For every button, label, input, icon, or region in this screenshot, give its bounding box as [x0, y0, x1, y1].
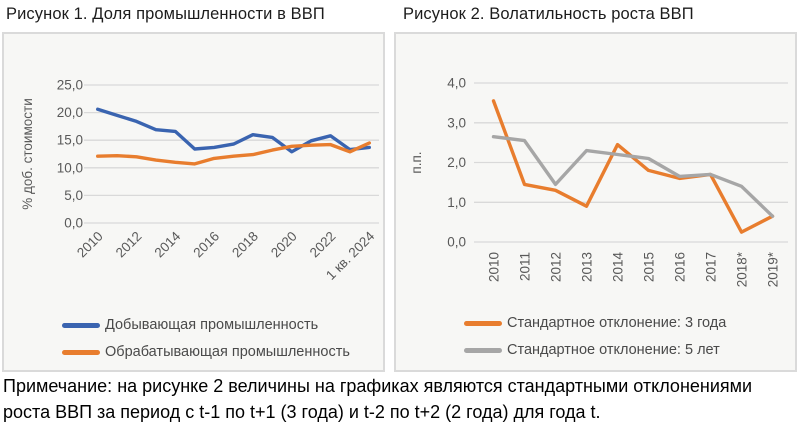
svg-text:3,0: 3,0 — [447, 115, 466, 130]
y-axis-label: % доб. стоимости — [20, 98, 35, 209]
svg-text:2012: 2012 — [549, 252, 564, 282]
figure1-line-chart: 0,0 5,0 10,0 15,0 20,0 25,0 % доб. стоимости 20… — [20, 78, 379, 283]
figure2-line-chart: 0,01,02,03,04,0п.п.2010 2011 2012 2013 2014 2… — [409, 76, 788, 287]
svg-text:2018*: 2018* — [735, 251, 750, 287]
legend-swatch-mining — [62, 322, 100, 328]
svg-text:4,0: 4,0 — [447, 76, 466, 91]
x-axis-tick-labels: 2010 2011 2012 2013 2014 2015 2016 2017 2018* 201… — [487, 251, 781, 287]
svg-text:2014: 2014 — [152, 228, 184, 260]
gridlines — [84, 84, 379, 224]
svg-text:2011: 2011 — [518, 252, 533, 281]
series-line-manufacturing — [95, 141, 371, 166]
svg-text:2010: 2010 — [487, 252, 502, 282]
svg-text:2017: 2017 — [704, 252, 719, 282]
svg-text:2016: 2016 — [673, 252, 688, 282]
svg-text:25,0: 25,0 — [57, 78, 83, 93]
legend-label-manufacturing: Обрабатывающая промышленность — [105, 344, 350, 360]
svg-text:2018: 2018 — [229, 229, 261, 261]
svg-text:2014: 2014 — [611, 252, 626, 283]
svg-text:2,0: 2,0 — [447, 155, 466, 170]
gridlines — [474, 82, 788, 243]
series-line-std3 — [491, 99, 775, 234]
legend-item-std5: Стандартное отклонение: 5 лет — [464, 342, 726, 358]
y-axis-tick-labels: 0,0 1,0 2,0 3,0 4,0 — [447, 76, 466, 250]
svg-text:15,0: 15,0 — [57, 133, 83, 148]
figure1-legend: Добывающая промышленность Обрабатывающая… — [62, 317, 350, 360]
svg-text:2015: 2015 — [642, 252, 657, 282]
legend-item-manufacturing: Обрабатывающая промышленность — [62, 344, 350, 360]
svg-text:2016: 2016 — [190, 229, 222, 261]
figure1-title: Рисунок 1. Доля промышленности в ВВП — [6, 5, 325, 23]
figure2-title: Рисунок 2. Волатильность роста ВВП — [403, 5, 694, 23]
legend-swatch-std5 — [464, 347, 502, 353]
svg-text:2019*: 2019* — [766, 251, 781, 287]
svg-text:2020: 2020 — [268, 229, 300, 261]
svg-text:2022: 2022 — [307, 229, 339, 261]
note-line-2: роста ВВП за период с t-1 по t+1 (3 года… — [3, 402, 601, 422]
svg-text:2010: 2010 — [74, 229, 106, 261]
svg-text:0,0: 0,0 — [64, 216, 83, 231]
svg-text:10,0: 10,0 — [57, 160, 83, 175]
legend-label-std3: Стандартное отклонение: 3 года — [507, 315, 727, 331]
series-line-std5 — [491, 134, 775, 218]
legend-swatch-manufacturing — [62, 349, 100, 355]
note-text: Примечание: на рисунке 2 величины на гра… — [3, 373, 799, 425]
legend-label-std5: Стандартное отклонение: 5 лет — [507, 342, 720, 358]
svg-text:20,0: 20,0 — [57, 105, 83, 120]
legend-item-std3: Стандартное отклонение: 3 года — [464, 315, 726, 331]
y-axis-label: п.п. — [409, 151, 424, 173]
note-line-1: Примечание: на рисунке 2 величины на гра… — [3, 376, 753, 396]
figure2-panel: 0,0 1,0 2,0 3,0 4,0 п.п. 2010 2011 2012 2013 2014 2… — [394, 32, 797, 372]
svg-text:5,0: 5,0 — [64, 188, 83, 203]
svg-text:2012: 2012 — [113, 229, 145, 261]
svg-text:2013: 2013 — [580, 252, 595, 282]
y-axis-tick-labels: 0,0 5,0 10,0 15,0 20,0 25,0 — [57, 78, 83, 231]
legend-label-mining: Добывающая промышленность — [105, 317, 319, 333]
figure2-legend: Стандартное отклонение: 3 года Стандартн… — [464, 315, 726, 358]
svg-text:1,0: 1,0 — [447, 195, 466, 210]
svg-text:0,0: 0,0 — [447, 235, 466, 250]
legend-swatch-std3 — [464, 320, 502, 326]
legend-item-mining: Добывающая промышленность — [62, 317, 350, 333]
figure1-panel: 0,0 5,0 10,0 15,0 20,0 25,0 % доб. стоимости 20… — [2, 32, 385, 372]
series-line-mining — [95, 107, 371, 154]
